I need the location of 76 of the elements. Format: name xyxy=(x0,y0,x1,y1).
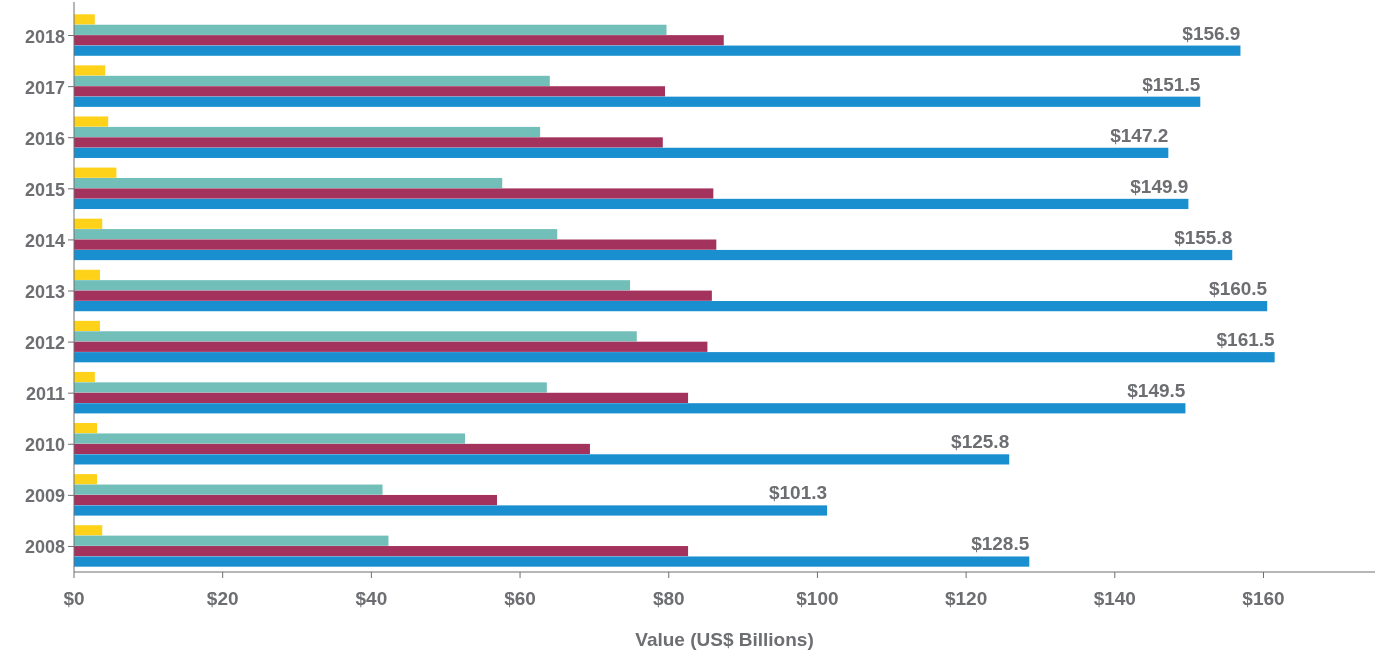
data-label: $155.8 xyxy=(1174,226,1233,248)
x-axis-title: Value (US$ Billions) xyxy=(635,629,814,650)
bar xyxy=(74,320,101,332)
bar xyxy=(74,269,101,280)
bar xyxy=(74,239,717,250)
data-label: $161.5 xyxy=(1216,329,1276,351)
bar xyxy=(74,75,550,87)
bar xyxy=(74,14,95,25)
y-tick-label: 2011 xyxy=(25,384,65,405)
bar xyxy=(74,116,109,127)
x-tick-label: $140 xyxy=(1093,588,1136,609)
x-tick-label: $160 xyxy=(1242,588,1285,609)
data-label: $156.9 xyxy=(1182,22,1241,44)
bar xyxy=(74,505,828,516)
x-tick-label: $80 xyxy=(652,588,685,609)
bar xyxy=(74,382,547,393)
bar xyxy=(74,494,498,506)
bar xyxy=(74,24,667,35)
bar xyxy=(74,96,1201,107)
y-tick-label: 2015 xyxy=(24,179,65,200)
y-tick-label: 2014 xyxy=(24,230,65,251)
bar xyxy=(74,535,389,546)
bar xyxy=(74,218,103,229)
y-tick-label: 2009 xyxy=(24,486,65,507)
bar xyxy=(74,137,663,148)
data-label: $149.9 xyxy=(1130,175,1189,197)
data-label: $128.5 xyxy=(971,533,1030,555)
x-tick-label: $20 xyxy=(206,588,239,609)
bar xyxy=(74,474,98,485)
bar xyxy=(74,177,503,189)
y-tick-label: 2018 xyxy=(24,26,65,47)
bar xyxy=(74,126,541,138)
bar xyxy=(74,280,631,291)
bar xyxy=(74,484,383,495)
x-tick-label: $100 xyxy=(796,588,839,609)
bar xyxy=(74,392,689,403)
x-tick-label: $60 xyxy=(504,588,536,609)
y-tick-label: 2017 xyxy=(24,77,65,98)
bar xyxy=(74,301,1268,312)
bar xyxy=(74,147,1169,158)
bar xyxy=(74,198,1189,210)
y-tick-label: 2016 xyxy=(24,128,65,149)
data-label: $149.5 xyxy=(1127,380,1186,402)
bar xyxy=(74,229,558,240)
x-tick-label: $120 xyxy=(944,588,988,609)
bar xyxy=(74,423,98,434)
bar xyxy=(74,86,666,97)
bar xyxy=(74,454,1010,465)
bar xyxy=(74,341,708,352)
data-label: $151.5 xyxy=(1142,73,1201,95)
bar xyxy=(74,249,1233,261)
y-tick-label: 2008 xyxy=(24,537,65,558)
y-tick-label: 2013 xyxy=(24,282,65,302)
bar xyxy=(74,403,1186,414)
bar xyxy=(74,167,117,178)
data-label: $125.8 xyxy=(951,431,1010,453)
y-tick-label: 2012 xyxy=(24,333,65,354)
y-tick-label: 2010 xyxy=(24,435,65,456)
bar xyxy=(74,35,724,46)
data-label: $101.3 xyxy=(768,482,828,504)
bar xyxy=(74,546,689,557)
bar xyxy=(74,371,95,383)
bar xyxy=(74,352,1275,363)
data-label: $160.5 xyxy=(1209,278,1268,300)
bar xyxy=(74,290,712,301)
bar xyxy=(74,65,106,76)
data-label: $147.2 xyxy=(1110,124,1169,146)
bar xyxy=(74,525,103,536)
x-tick-label: $0 xyxy=(63,588,85,609)
bar xyxy=(74,331,637,342)
bar xyxy=(74,556,1030,567)
bar xyxy=(74,45,1241,56)
bar xyxy=(74,443,590,455)
bar xyxy=(74,433,466,444)
x-tick-label: $40 xyxy=(355,588,388,609)
bar xyxy=(74,188,714,199)
